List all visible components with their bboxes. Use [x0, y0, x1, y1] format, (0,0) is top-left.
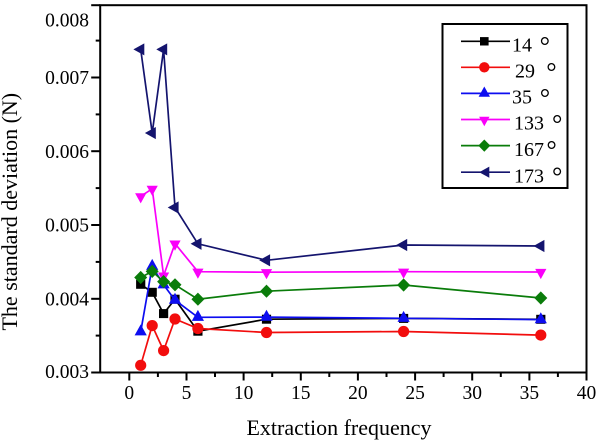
svg-text:0: 0	[124, 383, 134, 404]
svg-text:0.008: 0.008	[45, 10, 89, 31]
svg-text:°: °	[540, 31, 550, 60]
svg-text:0.006: 0.006	[45, 142, 89, 163]
svg-text:167: 167	[514, 139, 544, 161]
svg-text:15: 15	[291, 383, 311, 404]
svg-text:10: 10	[234, 383, 254, 404]
svg-text:0.005: 0.005	[45, 216, 89, 237]
svg-text:0.004: 0.004	[45, 290, 89, 311]
svg-text:173: 173	[514, 165, 544, 187]
svg-text:30: 30	[462, 383, 482, 404]
svg-text:°: °	[546, 136, 556, 165]
svg-text:0.007: 0.007	[45, 68, 89, 89]
svg-text:35: 35	[512, 87, 532, 109]
svg-text:35: 35	[520, 383, 540, 404]
svg-text:The standard deviation (N): The standard deviation (N)	[0, 93, 22, 331]
svg-text:29: 29	[515, 61, 535, 83]
svg-text:0.003: 0.003	[45, 362, 89, 383]
svg-text:°: °	[552, 110, 562, 139]
svg-text:133: 133	[514, 113, 544, 135]
svg-text:°: °	[546, 57, 556, 86]
svg-text:°: °	[552, 162, 562, 191]
svg-text:Extraction frequency: Extraction frequency	[246, 415, 431, 440]
svg-text:14: 14	[512, 35, 532, 57]
svg-text:20: 20	[348, 383, 368, 404]
svg-text:°: °	[540, 83, 550, 112]
svg-text:40: 40	[577, 383, 597, 404]
svg-text:25: 25	[405, 383, 425, 404]
svg-text:5: 5	[182, 383, 192, 404]
